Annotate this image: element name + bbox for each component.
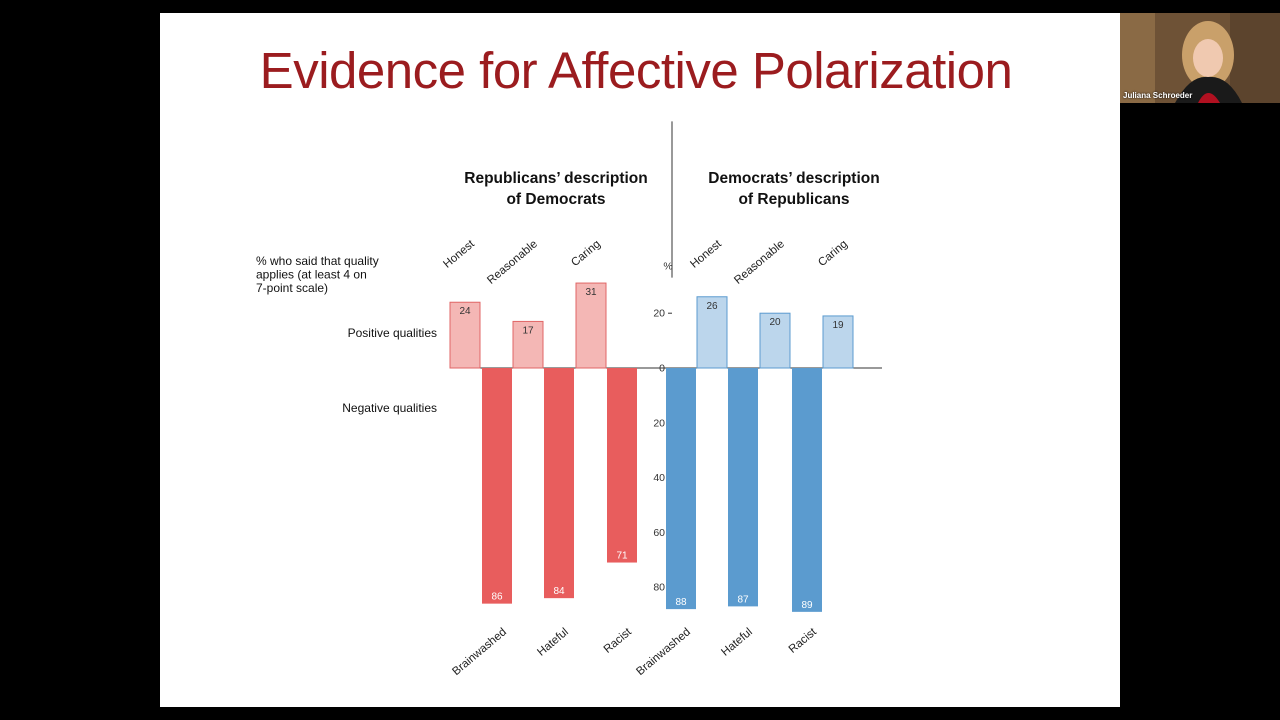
bar-brainwashed — [666, 368, 696, 610]
y-axis-label: 7-point scale) — [256, 281, 328, 295]
data-label: 26 — [706, 301, 718, 312]
data-label: 71 — [616, 551, 628, 562]
category-label: Racist — [787, 626, 820, 656]
bar-honest — [449, 301, 481, 369]
bar-honest — [696, 296, 728, 369]
y-tick-label: 20 — [653, 308, 665, 320]
data-label: 89 — [801, 600, 813, 611]
category-label: Caring — [816, 238, 850, 269]
data-label: 17 — [522, 325, 534, 336]
bar-caring — [575, 282, 607, 369]
panel-title-2: of Republicans — [738, 191, 849, 208]
panel-title-2: Democrats’ description — [708, 170, 879, 187]
bar-racist — [607, 368, 637, 563]
y-axis-label: % who said that quality — [256, 254, 379, 268]
category-label: Reasonable — [485, 238, 540, 287]
category-label: Racist — [602, 626, 635, 656]
positive-row-label: Positive qualities — [348, 326, 437, 340]
data-label: 84 — [553, 586, 565, 597]
slide: Evidence for Affective Polarization % wh… — [160, 13, 1120, 707]
category-label: Honest — [688, 238, 724, 271]
slide-title: Evidence for Affective Polarization — [259, 42, 1013, 99]
participant-video[interactable]: Juliana Schroeder — [1120, 13, 1280, 103]
bar-reasonable — [759, 312, 791, 369]
y-tick-label: 80 — [653, 582, 665, 594]
data-label: 19 — [832, 320, 844, 331]
participant-avatar — [1120, 13, 1280, 103]
bar-racist — [792, 368, 822, 612]
y-tick-label: 20 — [653, 417, 665, 429]
data-label: 20 — [769, 317, 781, 328]
category-label: Hateful — [535, 626, 571, 659]
data-label: 87 — [737, 594, 749, 605]
category-label: Reasonable — [732, 238, 787, 287]
bar-hateful — [544, 368, 574, 599]
category-label: Honest — [441, 238, 477, 271]
panel-title-1: of Democrats — [506, 191, 605, 208]
y-axis-unit: % — [663, 261, 672, 273]
data-label: 31 — [585, 287, 597, 298]
y-axis-label: applies (at least 4 on — [256, 268, 367, 282]
participant-name: Juliana Schroeder — [1123, 91, 1193, 100]
category-label: Brainwashed — [450, 626, 509, 678]
data-label: 86 — [491, 592, 503, 603]
bar-caring — [822, 315, 854, 369]
bar-reasonable — [512, 320, 544, 369]
bar-brainwashed — [482, 368, 512, 604]
data-label: 24 — [459, 306, 471, 317]
y-tick-label: 40 — [653, 472, 665, 484]
panel-title-1: Republicans’ description — [464, 170, 647, 187]
data-label: 88 — [675, 597, 687, 608]
category-label: Brainwashed — [634, 626, 693, 678]
y-tick-label: 60 — [653, 527, 665, 539]
y-tick-label: 0 — [659, 363, 665, 375]
category-label: Caring — [569, 238, 603, 269]
bar-hateful — [728, 368, 758, 607]
negative-row-label: Negative qualities — [342, 401, 437, 415]
category-label: Hateful — [719, 626, 755, 659]
